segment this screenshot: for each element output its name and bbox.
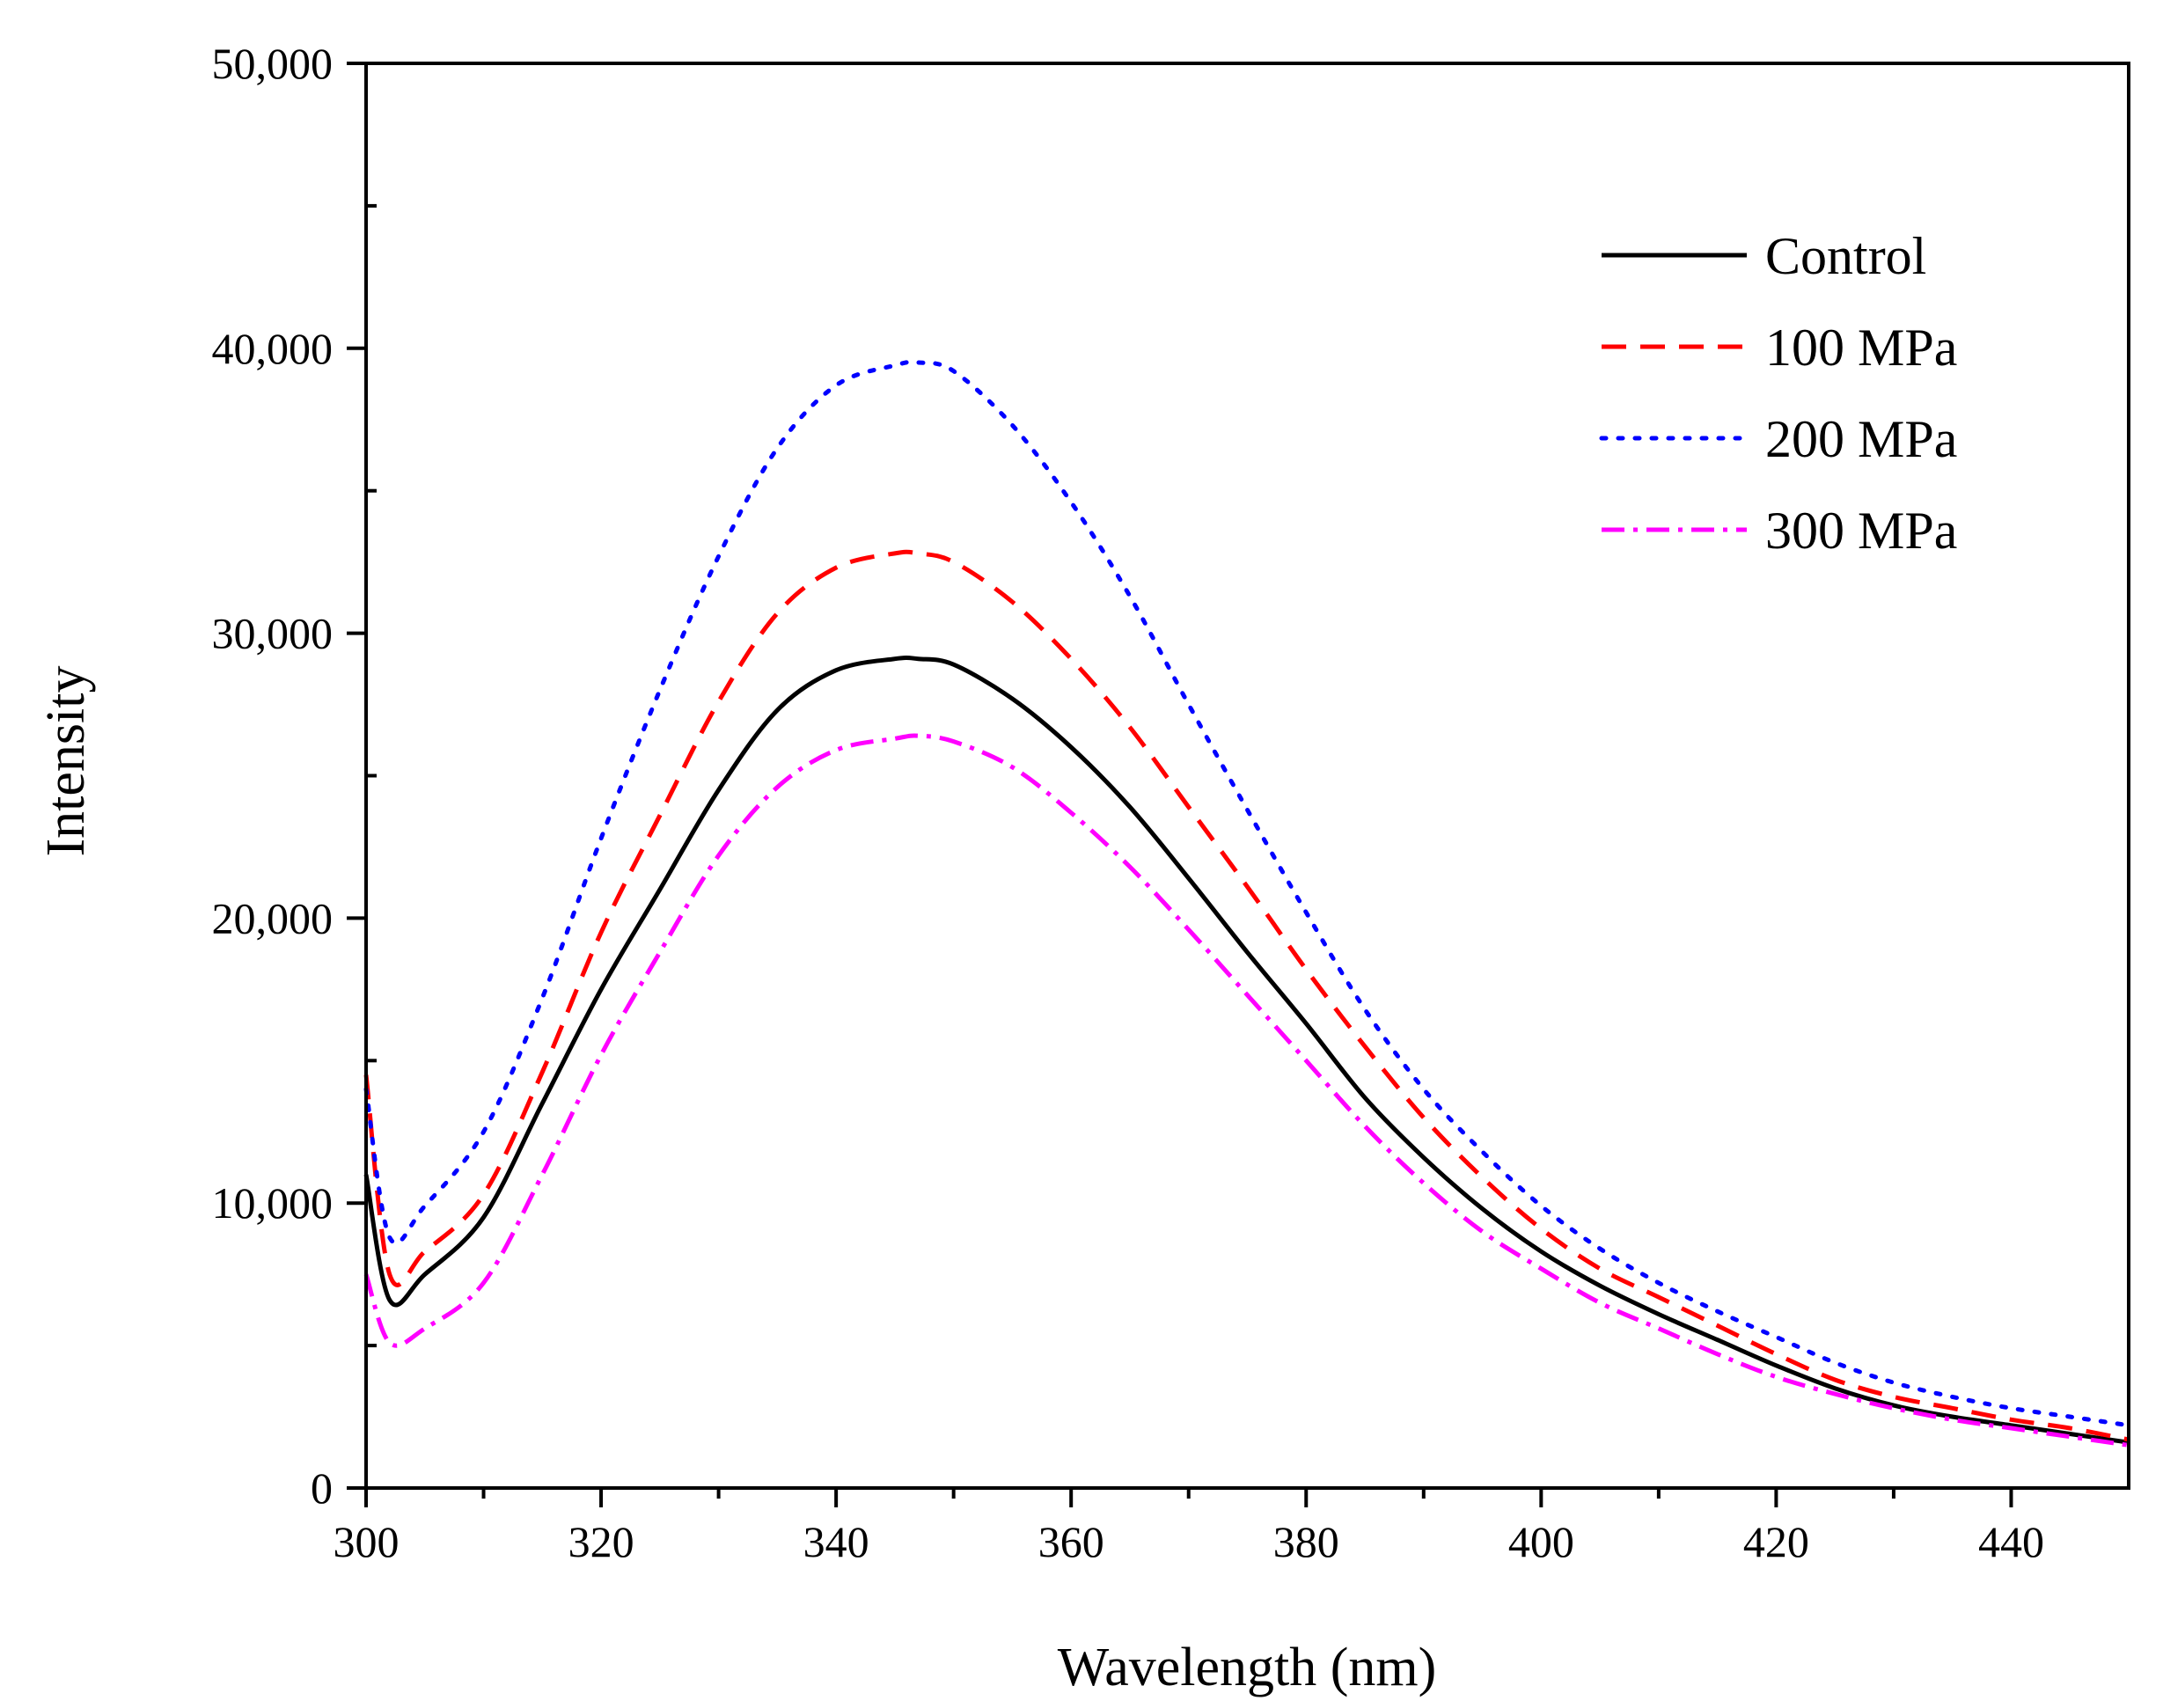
x-tick-label-3: 360: [1038, 1517, 1104, 1566]
legend-label-0: Control: [1765, 227, 1926, 285]
legend-label-1: 100 MPa: [1765, 319, 1957, 377]
x-tick-label-5: 400: [1508, 1517, 1574, 1566]
x-axis: 300 320 340 360 380 400 420 440: [334, 1488, 2044, 1566]
x-tick-label-4: 380: [1273, 1517, 1339, 1566]
series-line-0: [363, 656, 2130, 1445]
y-axis: 0 10,000 20,000 30,000 40,000 50,000: [212, 39, 377, 1513]
y-tick-label-2: 20,000: [212, 893, 334, 942]
x-axis-title: Wavelength (nm): [1058, 1638, 1437, 1697]
legend-label-2: 200 MPa: [1765, 410, 1957, 468]
y-tick-label-0: 0: [311, 1463, 333, 1513]
x-tick-label-2: 340: [803, 1517, 869, 1566]
y-tick-label-4: 40,000: [212, 324, 334, 373]
series-line-2: [363, 359, 2131, 1428]
x-tick-label-0: 300: [334, 1517, 400, 1566]
y-axis-title: Intensity: [36, 666, 96, 857]
x-tick-label-6: 420: [1743, 1517, 1809, 1566]
series-layer: [363, 359, 2131, 1448]
y-tick-label-1: 10,000: [212, 1178, 334, 1228]
y-tick-label-5: 50,000: [212, 39, 334, 88]
legend: Control 100 MPa 200 MPa 300 MPa: [1599, 227, 1957, 560]
series-line-1: [363, 549, 2130, 1442]
legend-label-3: 300 MPa: [1765, 502, 1957, 560]
x-tick-label-1: 320: [568, 1517, 634, 1566]
x-tick-label-7: 440: [1978, 1517, 2044, 1566]
series-line-3: [363, 733, 2130, 1448]
y-tick-label-3: 30,000: [212, 609, 334, 658]
